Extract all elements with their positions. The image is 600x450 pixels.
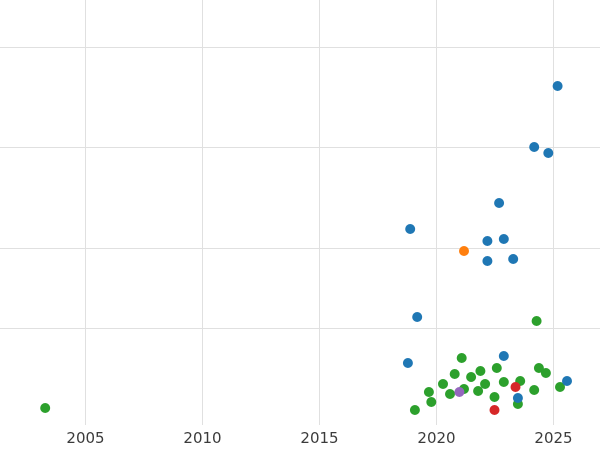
data-point-blue-category (562, 376, 572, 386)
x-tick-label: 2010 (183, 429, 221, 447)
x-tick-label: 2015 (300, 429, 338, 447)
data-point-blue-category (482, 256, 493, 266)
data-point-blue-category (529, 142, 540, 152)
data-point-green-category (456, 353, 467, 363)
x-tick-label: 2005 (66, 429, 104, 447)
data-point-green-category (40, 403, 51, 413)
data-point-orange-category (459, 246, 469, 256)
data-point-green-category (473, 386, 484, 396)
data-point-green-category (531, 316, 542, 326)
data-point-blue-category (508, 254, 519, 264)
data-point-blue-category (405, 224, 416, 234)
data-point-green-category (423, 387, 434, 397)
data-point-green-category (466, 372, 477, 382)
x-tick-label: 2020 (417, 429, 455, 447)
data-point-blue-category (494, 198, 505, 208)
data-point-blue-category (543, 148, 554, 158)
x-axis-tick-labels: 2005 2010 2015 2020 2025 (66, 429, 572, 447)
data-point-purple-category (454, 387, 465, 397)
data-point-blue-category (498, 351, 509, 361)
data-point-green-category (489, 392, 500, 402)
data-point-green-category (438, 379, 448, 389)
data-points (40, 81, 572, 415)
data-point-green-category (409, 405, 420, 415)
data-point-green-category (449, 369, 460, 379)
data-point-green-category (491, 363, 502, 373)
data-point-red-category (510, 382, 521, 392)
gridlines (0, 0, 600, 425)
data-point-green-category (480, 379, 491, 389)
data-point-blue-category (482, 236, 493, 246)
data-point-green-category (533, 363, 544, 373)
data-point-green-category (475, 366, 486, 376)
data-point-green-category (529, 385, 540, 395)
data-point-green-category (426, 397, 437, 407)
data-point-blue-category (512, 393, 523, 403)
data-point-green-category (540, 368, 551, 378)
data-point-red-category (489, 405, 500, 415)
x-tick-label: 2025 (534, 429, 572, 447)
data-point-blue-category (498, 234, 509, 244)
data-point-green-category (498, 377, 509, 387)
data-point-blue-category (552, 81, 563, 91)
data-point-green-category (555, 382, 565, 392)
data-point-green-category (445, 389, 455, 399)
data-point-blue-category (412, 312, 423, 322)
data-point-blue-category (402, 358, 413, 368)
